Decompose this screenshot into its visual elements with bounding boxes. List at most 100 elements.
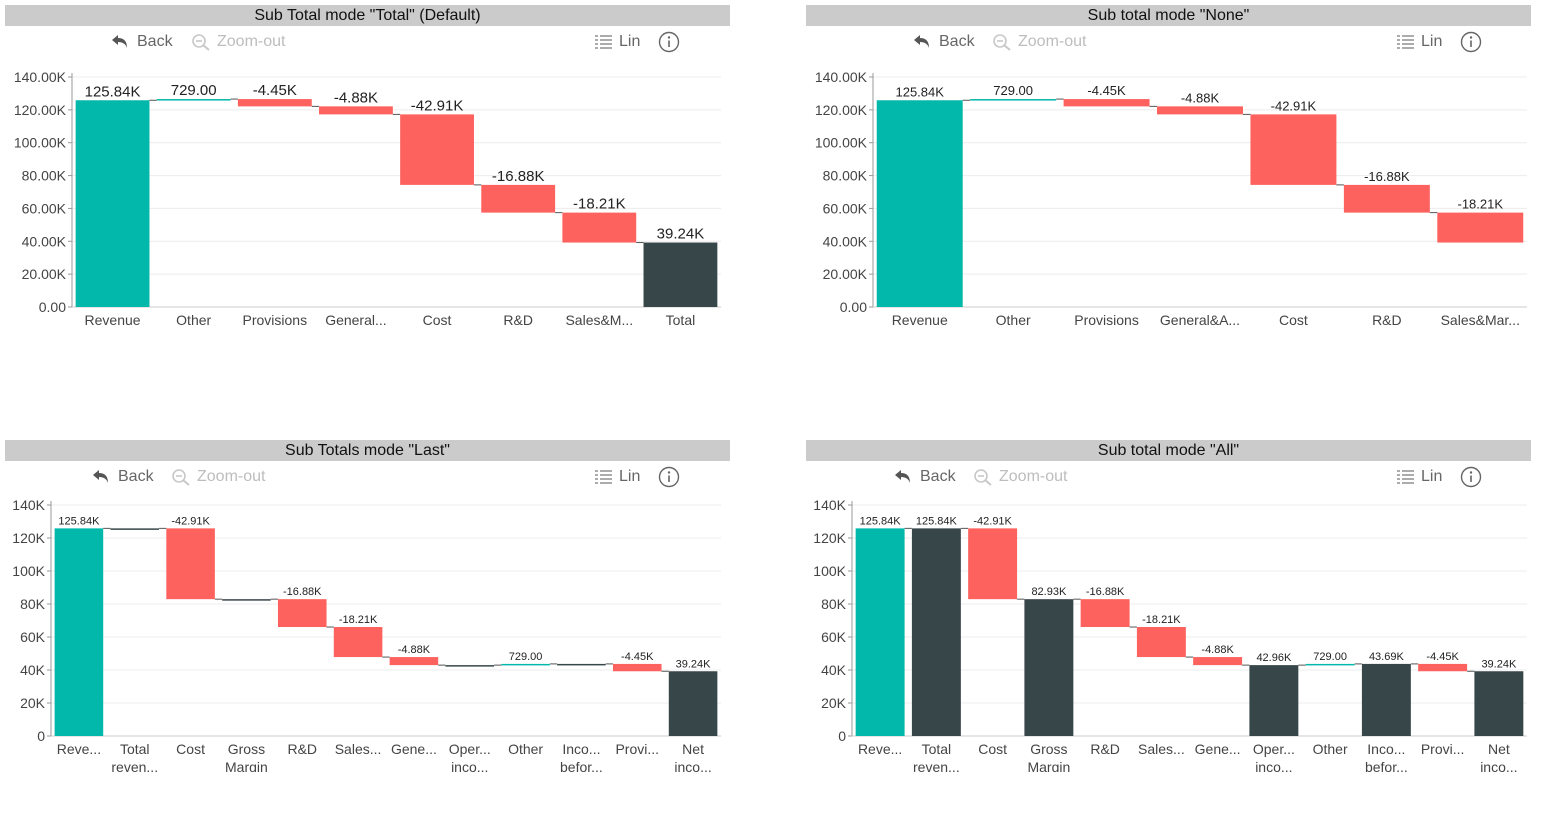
scale-toggle-button[interactable]: Lin (595, 462, 640, 492)
waterfall-bar[interactable] (1136, 627, 1186, 658)
info-icon (658, 31, 680, 53)
waterfall-bar[interactable] (54, 528, 104, 736)
waterfall-bar[interactable] (855, 528, 905, 736)
y-tick-label: 40K (821, 662, 847, 678)
info-button[interactable] (1460, 27, 1488, 57)
waterfall-bar[interactable] (333, 627, 383, 658)
waterfall-bar[interactable] (562, 212, 637, 243)
back-button[interactable]: Back (913, 27, 975, 57)
zoom-out-label: Zoom-out (217, 33, 286, 50)
y-tick-label: 140K (12, 497, 45, 513)
data-label: -18.21K (1458, 197, 1504, 212)
waterfall-bar[interactable] (222, 599, 271, 601)
waterfall-bar[interactable] (156, 99, 231, 101)
info-icon (1460, 466, 1482, 488)
scale-label: Lin (1421, 33, 1443, 50)
waterfall-bar[interactable] (1157, 106, 1243, 115)
category-label: Other (176, 312, 211, 328)
info-button[interactable] (658, 462, 686, 492)
info-button[interactable] (1460, 462, 1488, 492)
waterfall-bar[interactable] (557, 663, 606, 666)
waterfall-bar[interactable] (1193, 657, 1243, 666)
y-tick-label: 20.00K (823, 266, 868, 282)
data-label: -4.45K (253, 82, 297, 99)
category-label: Gene... (1195, 741, 1241, 757)
waterfall-bar[interactable] (75, 100, 150, 308)
back-button[interactable]: Back (894, 462, 956, 492)
back-button[interactable]: Back (111, 27, 173, 57)
waterfall-bar[interactable] (970, 99, 1057, 101)
back-arrow-icon (112, 35, 127, 48)
zoom-out-button[interactable]: Zoom-out (992, 27, 1086, 57)
scale-toggle-button[interactable]: Lin (1397, 27, 1442, 57)
category-label: Total (666, 312, 696, 328)
waterfall-bar[interactable] (1437, 212, 1524, 243)
y-tick-label: 40.00K (22, 233, 67, 249)
y-tick-label: 0 (37, 728, 45, 744)
category-label: Provi... (615, 741, 659, 757)
waterfall-bar[interactable] (612, 663, 662, 672)
waterfall-bar[interactable] (1418, 663, 1468, 672)
back-button[interactable]: Back (92, 462, 154, 492)
waterfall-bar[interactable] (968, 528, 1018, 600)
category-label: Reve... (57, 741, 101, 757)
waterfall-bar[interactable] (237, 99, 312, 107)
scale-label: Lin (619, 468, 641, 485)
waterfall-bar[interactable] (643, 242, 718, 307)
data-label: -4.88K (334, 89, 378, 106)
y-tick-label: 20K (20, 695, 46, 711)
category-label: Provisions (243, 312, 308, 328)
data-label: -16.88K (1086, 586, 1125, 598)
y-tick-label: 60K (20, 629, 46, 645)
category-label: Revenue (892, 312, 948, 328)
waterfall-bar[interactable] (481, 184, 556, 213)
waterfall-bar[interactable] (1249, 665, 1299, 736)
data-label: -16.88K (492, 168, 545, 185)
waterfall-bar[interactable] (1474, 671, 1524, 736)
waterfall-bar[interactable] (668, 671, 718, 736)
data-label: 39.24K (676, 658, 712, 670)
info-button[interactable] (658, 27, 686, 57)
data-label: 729.00 (171, 82, 217, 99)
y-tick-label: 120.00K (14, 102, 67, 118)
waterfall-bar[interactable] (389, 657, 439, 666)
zoom-out-button[interactable]: Zoom-out (973, 462, 1067, 492)
chart-toolbar: Back Zoom-out Lin (5, 462, 730, 492)
waterfall-bar[interactable] (1063, 99, 1150, 107)
waterfall-bar[interactable] (1305, 663, 1355, 666)
category-label: R&D (1090, 741, 1120, 757)
chart-panel-total-mode: Sub Total mode "Total" (Default) Back Zo… (5, 5, 730, 395)
waterfall-bar[interactable] (445, 665, 495, 667)
waterfall-bar[interactable] (277, 599, 327, 628)
waterfall-bar[interactable] (1361, 663, 1411, 736)
waterfall-bar[interactable] (501, 663, 550, 666)
zoom-out-button[interactable]: Zoom-out (191, 27, 285, 57)
category-label: Sales... (1138, 741, 1185, 757)
waterfall-bar[interactable] (911, 528, 961, 736)
waterfall-bar[interactable] (166, 528, 215, 600)
waterfall-bar[interactable] (1250, 114, 1337, 185)
zoom-out-button[interactable]: Zoom-out (171, 462, 265, 492)
scale-toggle-button[interactable]: Lin (595, 27, 640, 57)
panel-title: Sub Totals mode "Last" (5, 440, 730, 461)
category-label: inco... (1480, 759, 1517, 772)
waterfall-bar[interactable] (400, 114, 474, 185)
scale-toggle-button[interactable]: Lin (1397, 462, 1442, 492)
data-label: -4.45K (1087, 83, 1126, 98)
data-label: -4.45K (621, 651, 654, 663)
y-tick-label: 0.00 (840, 299, 867, 315)
panel-title: Sub total mode "All" (806, 440, 1531, 461)
waterfall-bar[interactable] (319, 106, 393, 115)
waterfall-bar[interactable] (1343, 184, 1430, 213)
waterfall-bar[interactable] (1024, 599, 1074, 736)
waterfall-bar[interactable] (876, 100, 963, 308)
zoom-out-icon (192, 34, 210, 51)
category-label: R&D (287, 741, 317, 757)
waterfall-bar[interactable] (110, 528, 160, 530)
y-tick-label: 100.00K (815, 135, 868, 151)
y-tick-label: 0.00 (39, 299, 66, 315)
waterfall-bar[interactable] (1080, 599, 1130, 628)
scale-label: Lin (619, 33, 641, 50)
back-label: Back (118, 468, 154, 485)
list-icon (595, 470, 612, 484)
